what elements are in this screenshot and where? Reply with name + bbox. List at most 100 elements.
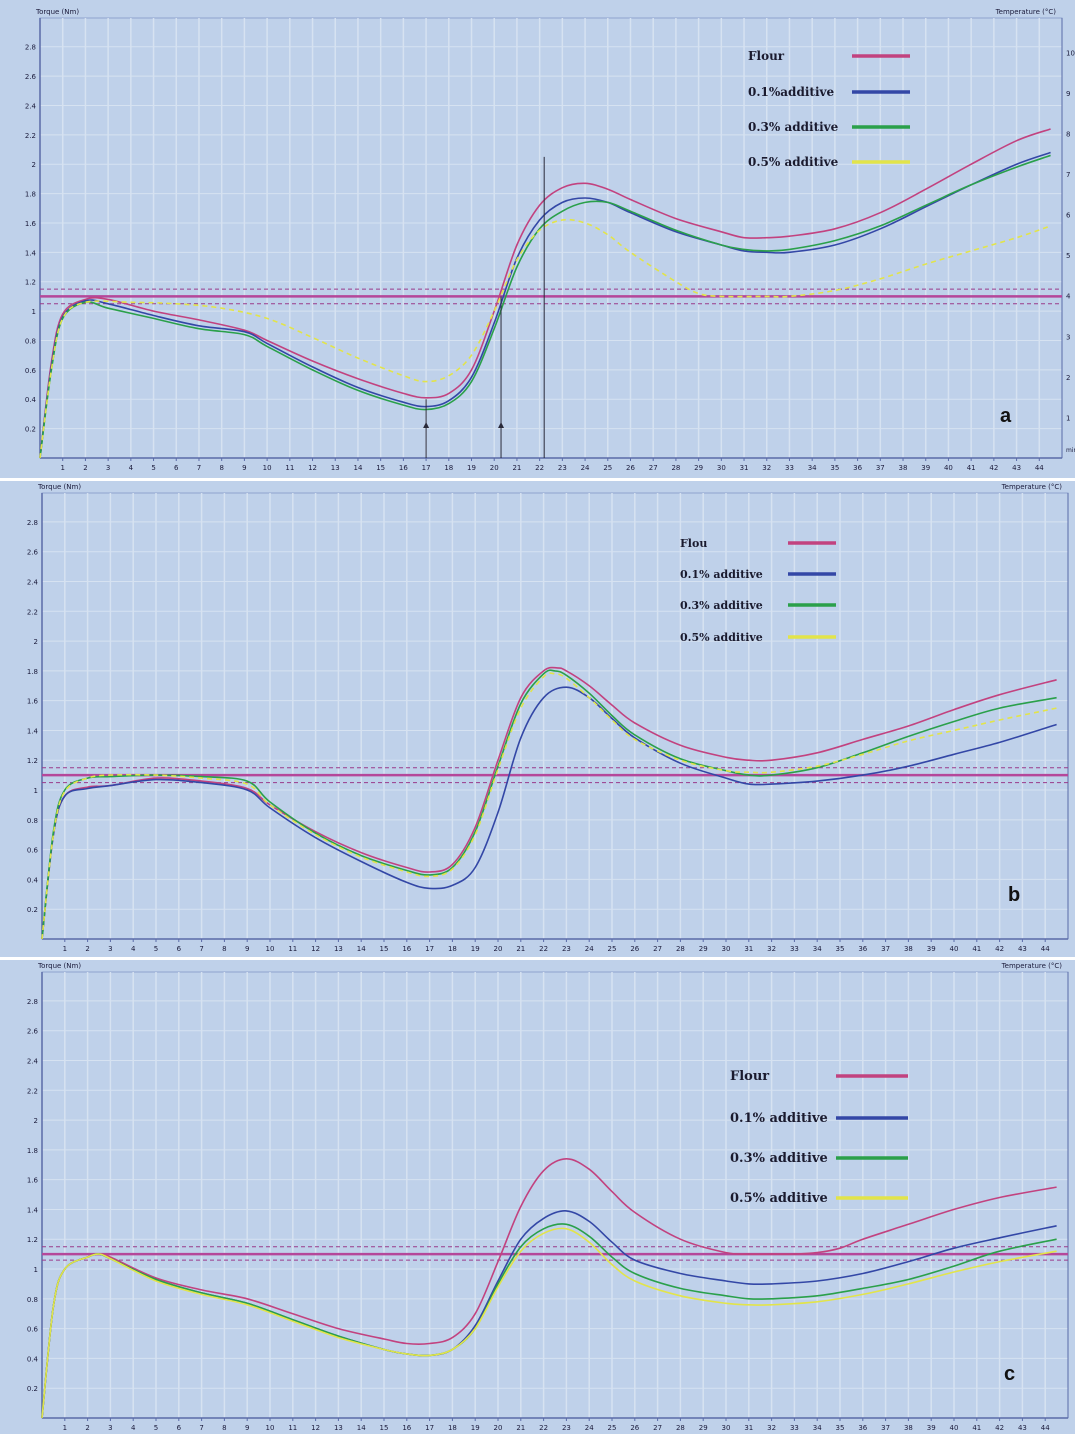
x-tick-label: 13 <box>331 464 340 472</box>
right-tick-label: 5 <box>1066 252 1070 260</box>
series-line-4 <box>41 672 1057 940</box>
x-tick-label: 38 <box>904 945 913 953</box>
vertical-marker-arrow <box>423 422 430 428</box>
x-tick-label: 1 <box>63 1424 67 1432</box>
x-tick-label: 10 <box>266 1424 275 1432</box>
x-tick-label: 21 <box>512 464 521 472</box>
x-tick-label: 20 <box>490 464 499 472</box>
chart-c-svg: 0.20.40.60.811.21.41.61.822.22.42.62.81 2… <box>0 960 1075 1434</box>
x-tick-label: 17 <box>425 945 434 953</box>
y-tick-label: 1.8 <box>25 191 36 199</box>
x-tick-label: 12 <box>311 1424 320 1432</box>
x-tick-label: 21 <box>516 1424 525 1432</box>
series-line-2 <box>39 151 1051 459</box>
x-tick-label: 4 <box>129 464 134 472</box>
x-tick-label: 44 <box>1041 1424 1050 1432</box>
x-tick-label: 39 <box>927 945 936 953</box>
y-tick-label: 0.4 <box>27 876 39 884</box>
y-tick-label: 0.8 <box>27 1296 38 1304</box>
x-tick-label: 6 <box>177 945 182 953</box>
x-tick-label: 42 <box>995 1424 1004 1432</box>
x-tick-label: 20 <box>494 945 503 953</box>
y-tick-label: 0.2 <box>25 426 36 434</box>
legend-label-3: 0.3% additive <box>680 599 763 612</box>
x-tick-label: 19 <box>471 1424 480 1432</box>
y-tick-label: 1.4 <box>25 249 37 257</box>
x-tick-label: 6 <box>177 1424 182 1432</box>
y-tick-label: 1.4 <box>27 1206 39 1214</box>
x-tick-label: 2 <box>83 464 87 472</box>
x-tick-label: 18 <box>448 1424 457 1432</box>
y-tick-label: 2.8 <box>25 44 36 52</box>
x-tick-label: 37 <box>881 1424 890 1432</box>
legend-label-4: 0.5% additive <box>730 1191 828 1206</box>
y-tick-label: 1.2 <box>25 279 36 287</box>
right-tick-label: 7 <box>1066 171 1070 179</box>
y-tick-label: 2 <box>34 1117 38 1125</box>
x-tick-label: 29 <box>694 464 703 472</box>
y-tick-label: 1.4 <box>27 727 39 735</box>
x-tick-label: 25 <box>608 1424 617 1432</box>
x-tick-label: 37 <box>876 464 885 472</box>
x-tick-label: 35 <box>830 464 839 472</box>
x-tick-label: 4 <box>131 1424 136 1432</box>
y-tick-label: 0.2 <box>27 906 38 914</box>
x-tick-label: 41 <box>972 945 981 953</box>
y-tick-label: 0.8 <box>27 817 38 825</box>
x-tick-label: 39 <box>921 464 930 472</box>
x-tick-label: 36 <box>858 945 867 953</box>
y-tick-label: 2.8 <box>27 519 38 527</box>
x-tick-label: 11 <box>285 464 294 472</box>
chart-background <box>0 0 1075 478</box>
chart-panel-a: 0.2 0.4 0.6 0.8 1 1.2 1.4 1.6 1.8 2 2.2 2.4 2.6 2.8 1 2… <box>0 0 1075 478</box>
legend-label-3: 0.3% additive <box>730 1151 828 1166</box>
x-tick-label: 40 <box>950 945 959 953</box>
x-tick-label: 22 <box>535 464 544 472</box>
x-tick-label: 18 <box>444 464 453 472</box>
x-tick-label: 29 <box>699 945 708 953</box>
legend-label-2: 0.1%additive <box>748 85 834 99</box>
y-tick-label: 2.4 <box>27 1057 39 1065</box>
x-tick-label: 5 <box>154 945 158 953</box>
x-tick-label: 17 <box>425 1424 434 1432</box>
y-axis-right-title: Temperature (°C) <box>1001 483 1063 491</box>
x-tick-label: 42 <box>989 464 998 472</box>
y-tick-label: 2.8 <box>27 998 38 1006</box>
x-tick-label: 34 <box>808 464 817 472</box>
series-line-4 <box>39 218 1051 459</box>
x-tick-label: 10 <box>263 464 272 472</box>
y-tick-label: 1 <box>34 1266 38 1274</box>
x-tick-label: 23 <box>562 1424 571 1432</box>
x-tick-label: 36 <box>858 1424 867 1432</box>
y-tick-label: 2.4 <box>25 102 37 110</box>
y-tick-label: 1.2 <box>27 1236 38 1244</box>
y-tick-label: 1 <box>32 308 36 316</box>
y-tick-label: 1.8 <box>27 668 38 676</box>
y-tick-label: 2.2 <box>27 608 38 616</box>
x-tick-label: 43 <box>1018 945 1027 953</box>
x-tick-label: 33 <box>790 945 799 953</box>
x-tick-label: 2 <box>85 1424 89 1432</box>
x-tick-label: 13 <box>334 1424 343 1432</box>
x-axis-end-label: min <box>1066 447 1075 454</box>
x-tick-label: 3 <box>108 1424 112 1432</box>
x-tick-label: 16 <box>399 464 408 472</box>
chart-panel-b: 0.2 0.4 0.6 0.8 1 1.2 1.4 1.6 1.8 2 2.2 2.4 2.6 2.8 1 2… <box>0 481 1075 957</box>
x-tick-label: 25 <box>603 464 612 472</box>
x-tick-label: 24 <box>585 1424 594 1432</box>
x-tick-label: 8 <box>222 945 226 953</box>
y-tick-label: 2.2 <box>25 132 36 140</box>
right-tick-label: 1 <box>1066 414 1070 422</box>
x-tick-label: 14 <box>357 1424 366 1432</box>
right-tick-label: 6 <box>1066 212 1071 220</box>
panel-label: a <box>1000 405 1012 427</box>
x-tick-label: 33 <box>790 1424 799 1432</box>
x-tick-label: 14 <box>353 464 362 472</box>
x-tick-label: 33 <box>785 464 794 472</box>
x-tick-label: 9 <box>242 464 246 472</box>
x-tick-label: 26 <box>630 945 639 953</box>
x-tick-label: 23 <box>558 464 567 472</box>
x-tick-label: 28 <box>671 464 680 472</box>
y-axis-right-title: Temperature (°C) <box>1001 962 1063 970</box>
x-tick-label: 18 <box>448 945 457 953</box>
